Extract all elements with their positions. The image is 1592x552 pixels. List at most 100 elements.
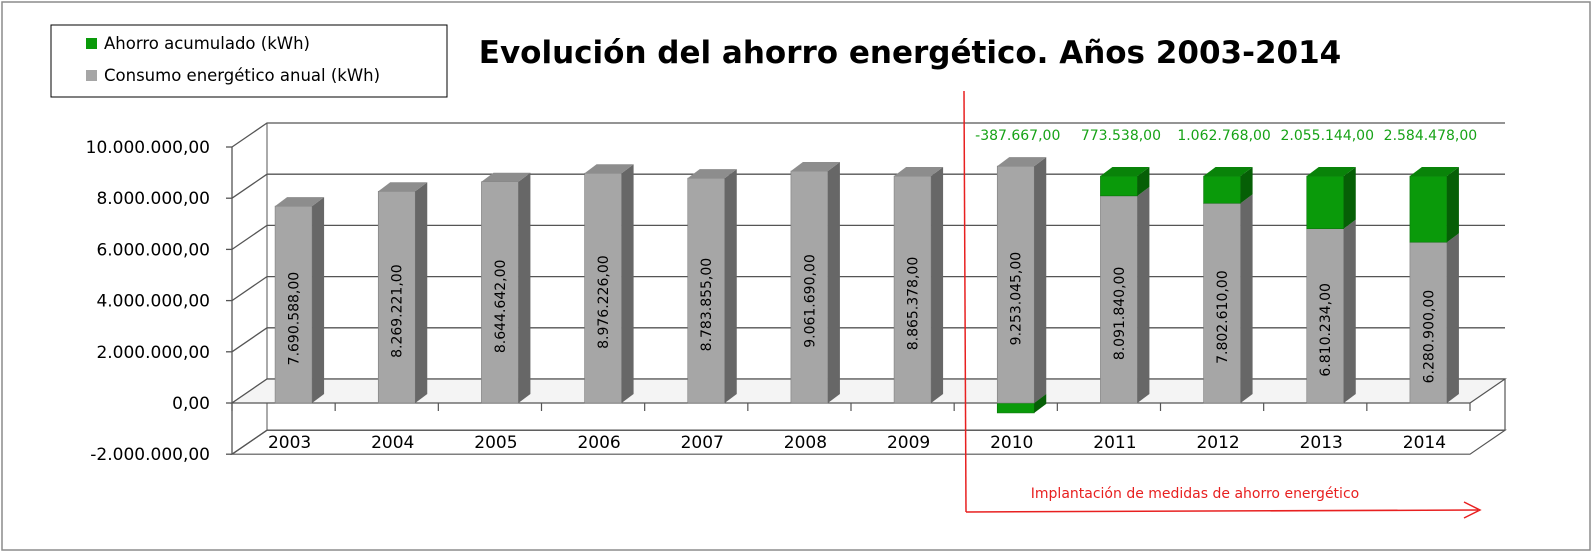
- bar-consumption-2003: [274, 197, 325, 404]
- bar-savings-2011-front: [1100, 175, 1138, 197]
- bar-consumption-2005-front: [481, 181, 519, 404]
- bars: [274, 157, 1459, 414]
- back-wall: [232, 123, 1505, 455]
- legend: Ahorro acumulado (kWh) Consumo energétic…: [50, 24, 448, 98]
- legend-box: [50, 24, 448, 98]
- bar-savings-2013-front: [1306, 175, 1345, 229]
- data-label-savings: -387.667,00: [975, 128, 1060, 144]
- bar-consumption-2014-front: [1409, 241, 1448, 404]
- bar-consumption-2009-front: [893, 175, 932, 404]
- bar-consumption-2007-side: [724, 169, 737, 403]
- annotation-vertical-line: [963, 90, 967, 513]
- chart-title: Evolución del ahorro energético. Años 20…: [479, 35, 1341, 71]
- bar-consumption-2010-top: [997, 157, 1047, 167]
- data-label-consumption: 9.061.690,00: [802, 254, 818, 348]
- category-floor: [230, 378, 1507, 455]
- bar-consumption-2004-top: [378, 182, 428, 192]
- bar-savings-2013-top: [1306, 167, 1356, 177]
- x-tick-label: 2006: [577, 433, 620, 453]
- x-axis: 2003 2004 2005 2006 2007 2008 2009 2010 2011 2012…: [268, 433, 1446, 453]
- bar-consumption-2012-side: [1240, 194, 1253, 403]
- y-axis: 10.000.000,00 8.000.000,00 6.000.000,00 4.0…: [86, 138, 210, 465]
- legend-label-consumption: Consumo energético anual (kWh): [104, 66, 380, 85]
- bar-consumption-2013-side: [1343, 219, 1356, 403]
- bar-savings-2011-side: [1137, 167, 1150, 196]
- bar-consumption-2007-front: [687, 177, 726, 404]
- x-tick-label: 2013: [1300, 433, 1343, 453]
- data-label-consumption: 6.810.234,00: [1318, 283, 1334, 377]
- legend-label-savings: Ahorro acumulado (kWh): [104, 34, 310, 53]
- y-tick-label: -2.000.000,00: [90, 445, 210, 465]
- bar-consumption-2005-top: [481, 172, 531, 182]
- x-tick-label: 2005: [474, 433, 517, 453]
- bar-consumption-2008-front: [790, 170, 829, 404]
- bar-consumption-2004: [377, 182, 428, 404]
- x-tick-label: 2011: [1093, 433, 1136, 453]
- annotation-arrow-line: [965, 509, 1479, 513]
- legend-swatch-consumption: [86, 70, 97, 81]
- bar-savings-2014: [1409, 167, 1459, 243]
- bar-savings-2014-top: [1409, 167, 1459, 177]
- bar-consumption-2009-side: [931, 167, 944, 403]
- y-tick-label: 0,00: [172, 394, 210, 414]
- annotation-text: Implantación de medidas de ahorro energé…: [1031, 486, 1359, 502]
- bar-savings-2014-front: [1409, 175, 1448, 243]
- data-label-consumption: 7.690.588,00: [287, 272, 303, 366]
- bar-consumption-2009-top: [894, 167, 944, 177]
- y-tick-label: 2.000.000,00: [96, 343, 210, 363]
- bar-consumption-2007-top: [687, 169, 737, 179]
- bar-savings-2010-side: [1034, 394, 1047, 413]
- bar-consumption-2006-side: [621, 164, 634, 403]
- bar-consumption-2003-top: [275, 197, 325, 207]
- annotation: Implantación de medidas de ahorro energé…: [963, 90, 1482, 519]
- bar-consumption-2014-side: [1446, 233, 1459, 403]
- data-label-savings: 1.062.768,00: [1177, 128, 1271, 144]
- data-label-consumption: 6.280.900,00: [1421, 290, 1437, 384]
- data-label-savings: 773.538,00: [1081, 128, 1161, 144]
- bar-consumption-2011-side: [1137, 186, 1150, 403]
- bar-consumption-2008-top: [790, 162, 840, 172]
- x-tick-label: 2010: [990, 433, 1033, 453]
- bar-savings-2012-top: [1203, 167, 1253, 177]
- bar-savings-2011-top: [1100, 167, 1150, 177]
- y-tick-label: 6.000.000,00: [96, 240, 210, 260]
- bar-savings-2011: [1100, 167, 1150, 197]
- data-labels: 7.690.588,00 8.269.221,00 8.644.642,00 8.97…: [287, 128, 1478, 383]
- bar-consumption-2010-side: [1034, 157, 1047, 403]
- bar-consumption-2003-front: [274, 205, 313, 404]
- bar-consumption-2006: [584, 164, 634, 404]
- bar-savings-2013: [1306, 167, 1356, 229]
- y-tick-label: 8.000.000,00: [96, 189, 210, 209]
- bar-consumption-2011-front: [1100, 195, 1138, 404]
- data-label-consumption: 8.091.840,00: [1112, 267, 1128, 361]
- bar-consumption-2004-side: [415, 182, 428, 403]
- x-tick-label: 2012: [1196, 433, 1239, 453]
- bar-consumption-2006-top: [584, 164, 634, 174]
- bar-consumption-2005: [481, 172, 531, 404]
- y-tick-label: 4.000.000,00: [96, 292, 210, 312]
- bar-consumption-2014: [1409, 233, 1459, 404]
- data-label-consumption: 8.269.221,00: [390, 264, 406, 358]
- bar-consumption-2003-side: [312, 197, 325, 403]
- data-label-consumption: 8.644.642,00: [493, 260, 509, 354]
- bar-consumption-2005-side: [518, 172, 531, 403]
- data-label-savings: 2.584.478,00: [1384, 128, 1478, 144]
- bar-savings-2014-side: [1446, 167, 1459, 243]
- x-tick-label: 2007: [681, 433, 724, 453]
- data-label-savings: 2.055.144,00: [1280, 128, 1374, 144]
- bar-consumption-2010-front: [996, 165, 1035, 404]
- x-tick-label: 2009: [887, 433, 930, 453]
- legend-swatch-savings: [86, 38, 97, 49]
- x-tick-label: 2004: [371, 433, 414, 453]
- bar-consumption-2004-front: [377, 191, 416, 404]
- bar-consumption-2010: [996, 157, 1047, 404]
- plot-background: [232, 123, 1505, 455]
- y-tick-label: 10.000.000,00: [86, 138, 210, 158]
- data-label-consumption: 9.253.045,00: [1009, 252, 1025, 346]
- bar-consumption-2007: [687, 169, 737, 404]
- x-tick-label: 2003: [268, 433, 311, 453]
- bar-savings-2012-front: [1203, 175, 1241, 204]
- data-label-consumption: 8.976.226,00: [596, 255, 612, 349]
- data-label-consumption: 8.783.855,00: [699, 258, 715, 352]
